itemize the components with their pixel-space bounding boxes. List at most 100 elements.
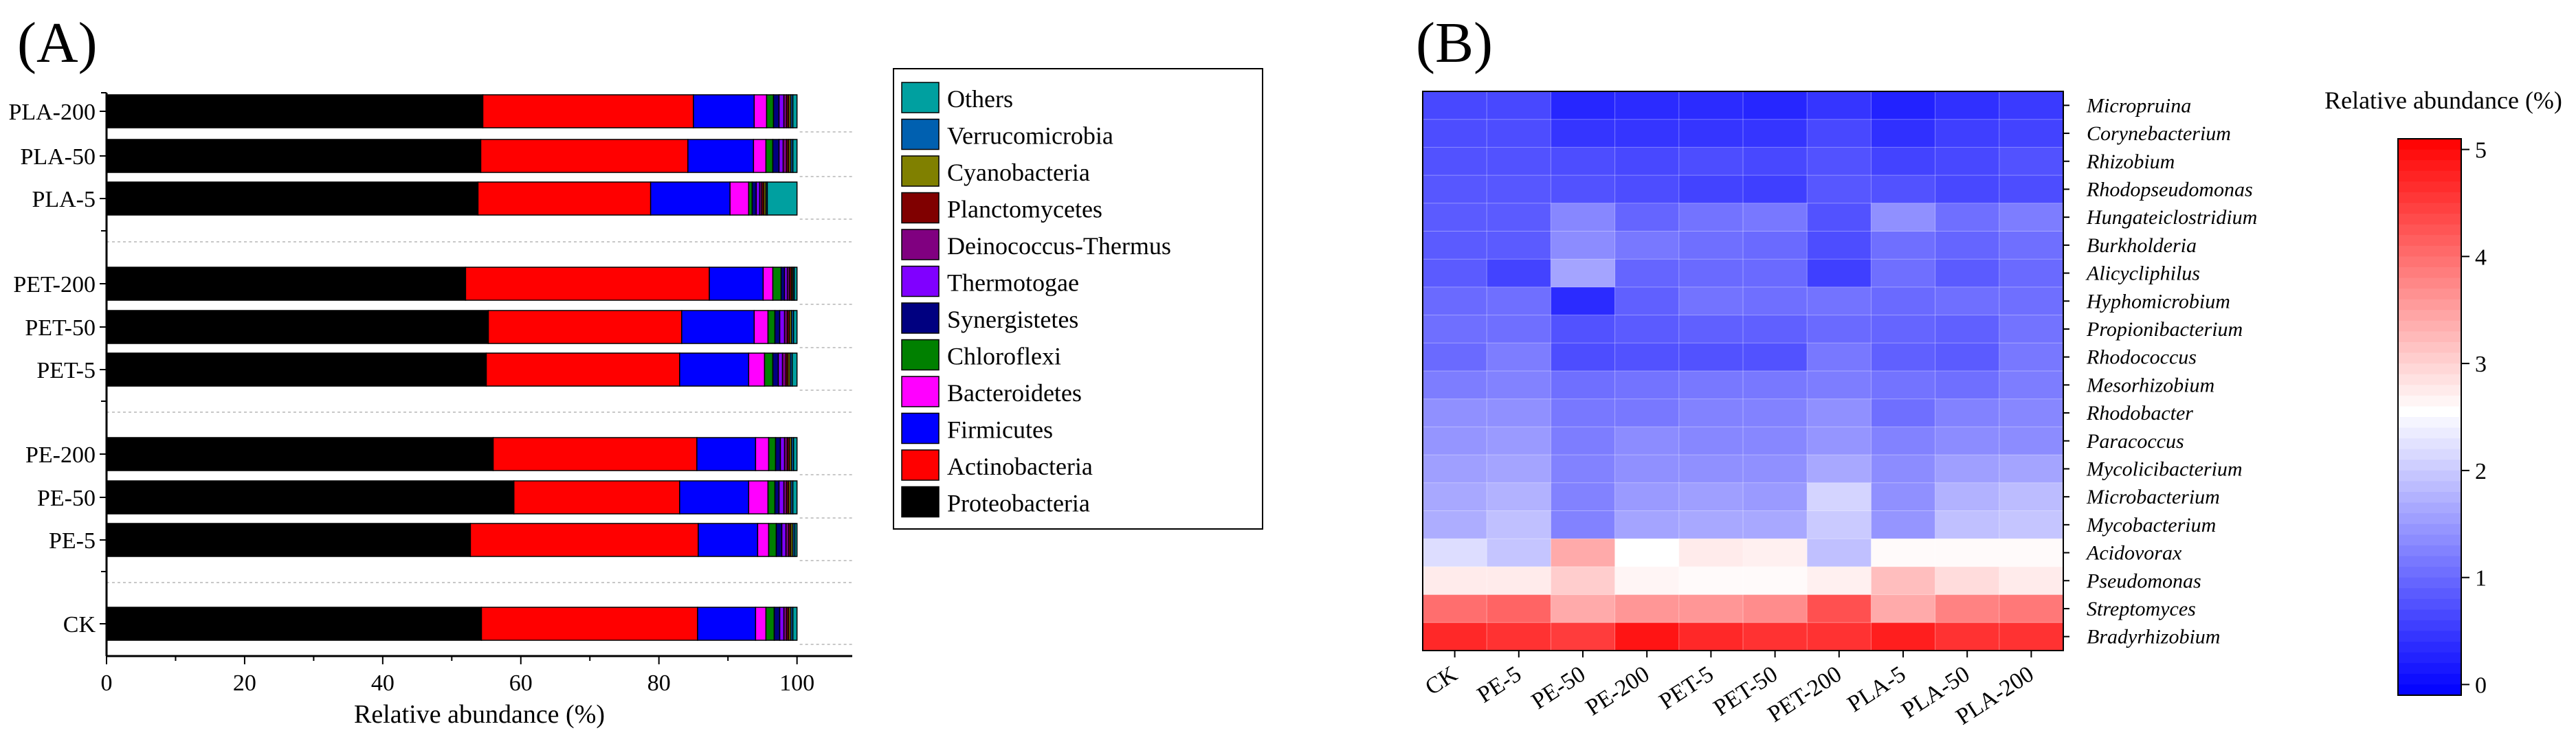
legend-swatch-cyanobacteria	[901, 155, 940, 187]
heatmap-cell-mycobacterium-ck	[1423, 510, 1487, 539]
heatmap-cell-mesorhizobium-pet-50	[1743, 371, 1808, 400]
colorbar-segment	[2398, 588, 2461, 600]
heatmap-cell-paracoccus-pla-50	[1935, 427, 2000, 455]
y-tick-label: PET-5	[36, 358, 96, 383]
heatmap-cell-alicycliphilus-pet-200	[1807, 259, 1872, 288]
heatmap-cell-mycobacterium-pla-5	[1871, 510, 1936, 539]
heatmap-cell-bradyrhizobium-pe-50	[1551, 622, 1616, 651]
heatmap-cell-burkholderia-pet-5	[1678, 231, 1744, 260]
heatmap-cell-rhodopseudomonas-pe-200	[1614, 175, 1680, 204]
genus-label: Hyphomicrobium	[2086, 290, 2230, 313]
bar-segment-pla-200-actinobacteria	[482, 94, 694, 128]
heatmap-cell-paracoccus-pet-50	[1743, 427, 1808, 455]
colorbar-tick-label: 0	[2475, 673, 2487, 698]
group-guides	[107, 131, 852, 645]
legend-label-thermotogae: Thermotogae	[947, 269, 1079, 297]
heatmap-cell-rhodobacter-pla-5	[1871, 398, 1936, 427]
heatmap-cell-streptomyces-pe-200	[1614, 594, 1680, 623]
genus-label: Acidovorax	[2085, 542, 2182, 565]
sample-label: PE-200	[1581, 662, 1654, 721]
sample-label: PET-5	[1655, 662, 1718, 715]
heatmap-cell-propionibacterium-pe-200	[1614, 315, 1680, 343]
legend-label-proteobacteria: Proteobacteria	[947, 490, 1090, 517]
bar-segment-pe-5-others	[794, 523, 798, 557]
heatmap-cell-pseudomonas-pet-5	[1678, 566, 1744, 596]
colorbar-segment	[2398, 438, 2461, 450]
heatmap-cell-hyphomicrobium-pla-5	[1871, 286, 1936, 316]
genus-label: Corynebacterium	[2087, 122, 2231, 145]
heatmap-cell-rhodobacter-pe-200	[1614, 398, 1680, 427]
heatmap-cell-mesorhizobium-pla-50	[1935, 371, 2000, 400]
legend: Others Verrucomicrobia Cyanobacteria Planct…	[893, 68, 1263, 530]
colorbar-segment	[2398, 352, 2461, 364]
colorbar-segment	[2398, 310, 2461, 322]
bar-segment-pet-50-bacteroidetes	[753, 310, 769, 344]
heatmap-cell-microbacterium-pla-5	[1871, 482, 1936, 511]
heatmap-cell-rhodopseudomonas-pe-5	[1487, 175, 1551, 204]
legend-swatch-synergistetes	[901, 302, 940, 334]
bar-segment-pla-200-bacteroidetes	[753, 94, 768, 128]
genus-label: Streptomyces	[2087, 598, 2196, 620]
heatmap-cell-hyphomicrobium-pla-50	[1935, 286, 2000, 316]
bar-segment-pe-200-proteobacteria	[106, 437, 494, 471]
bar-segment-pe-5-proteobacteria	[106, 523, 471, 557]
heatmap-grid	[1423, 91, 2063, 651]
heatmap-cell-mycobacterium-pe-200	[1614, 510, 1680, 539]
colorbar-segment	[2398, 609, 2461, 621]
bar-segment-pet-50-firmicutes	[681, 310, 755, 344]
legend-swatch-others	[901, 82, 940, 113]
colorbar-segment	[2398, 235, 2461, 247]
heatmap-cell-hungateiclostridium-pe-50	[1551, 203, 1616, 232]
heatmap-cell-micropruina-pet-5	[1678, 91, 1744, 120]
heatmap-cell-rhodococcus-pe-50	[1551, 343, 1616, 372]
bar-segment-pla-50-deinococcus-thermus	[782, 139, 788, 173]
colorbar-segment	[2398, 556, 2461, 567]
x-tick-label: 40	[371, 670, 395, 696]
y-tick-label: PET-200	[13, 272, 96, 297]
colorbar-segment	[2398, 203, 2461, 214]
bar-segment-pet-200-firmicutes	[709, 267, 764, 301]
heatmap-cell-mycobacterium-pla-200	[1999, 510, 2064, 539]
heatmap-cell-propionibacterium-pla-200	[1999, 315, 2064, 343]
legend-label-bacteroidetes: Bacteroidetes	[947, 379, 1082, 407]
y-tick-label: PLA-5	[32, 187, 96, 212]
heatmap-cell-mesorhizobium-ck	[1423, 371, 1487, 400]
genus-label: Hungateiclostridium	[2086, 206, 2257, 229]
heatmap-cell-hyphomicrobium-pe-200	[1614, 286, 1680, 316]
heatmap-cell-rhizobium-pla-50	[1935, 147, 2000, 176]
bar-segment-pe-50-thermotogae	[778, 480, 785, 515]
heatmap-cell-hyphomicrobium-pet-200	[1807, 286, 1872, 316]
heatmap-cell-corynebacterium-pla-50	[1935, 119, 2000, 148]
x-tick-label: 60	[509, 670, 533, 696]
heatmap-cell-bradyrhizobium-pe-5	[1487, 622, 1551, 651]
heatmap-cell-hyphomicrobium-ck	[1423, 286, 1487, 316]
heatmap-cell-alicycliphilus-pet-50	[1743, 259, 1808, 288]
heatmap-cell-rhodobacter-pla-50	[1935, 398, 2000, 427]
colorbar-segment	[2398, 642, 2461, 653]
colorbar-segment	[2398, 331, 2461, 343]
colorbar-segment	[2398, 181, 2461, 193]
bar-segment-pe-200-thermotogae	[779, 437, 786, 471]
colorbar-segment	[2398, 278, 2461, 289]
bar-segment-pe-200-others	[792, 437, 798, 471]
heatmap-cell-pseudomonas-pe-200	[1614, 566, 1680, 596]
y-tick-label: PLA-200	[8, 100, 96, 125]
heatmap-cell-pseudomonas-pe-5	[1487, 566, 1551, 596]
legend-swatch-deinococcus-thermus	[901, 229, 940, 260]
heatmap-cell-corynebacterium-pe-50	[1551, 119, 1616, 148]
colorbar-segment	[2398, 673, 2461, 686]
heatmap-cell-alicycliphilus-pe-50	[1551, 259, 1616, 288]
bar-segment-ck-synergistetes	[773, 607, 781, 641]
heatmap-cell-rhodobacter-pet-5	[1678, 398, 1744, 427]
bar-segment-pla-50-actinobacteria	[480, 139, 689, 173]
heatmap-cell-propionibacterium-pet-5	[1678, 315, 1744, 343]
bar-segment-pe-200-actinobacteria	[492, 437, 698, 471]
colorbar-segment	[2398, 513, 2461, 525]
colorbar-segment	[2398, 192, 2461, 204]
bar-segment-ck-actinobacteria	[480, 607, 698, 641]
heatmap-cell-mesorhizobium-pe-200	[1614, 371, 1680, 400]
bar-segment-pla-5-thermotogae	[755, 181, 761, 216]
panel-a-axes: PLA-200 PLA-50 PLA-5 PET-200 PET-50 PET-5 PE-2…	[8, 92, 852, 696]
